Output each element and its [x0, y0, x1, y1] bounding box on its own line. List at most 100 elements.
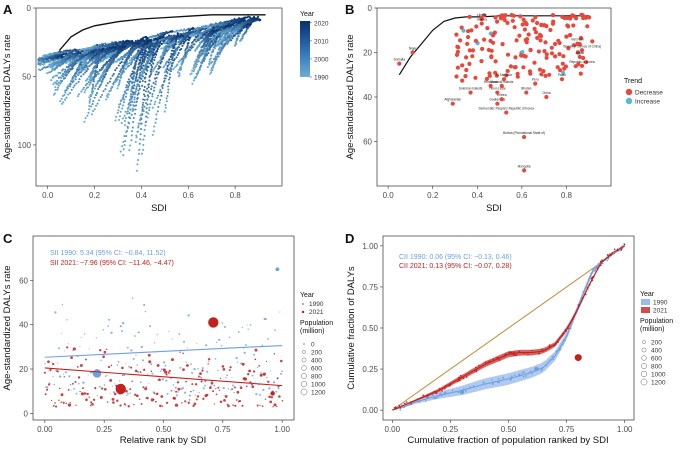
- panel-a-point: [128, 112, 131, 115]
- panel-b-labeled-point: [504, 110, 509, 115]
- panel-a-point: [219, 50, 222, 53]
- panel-a-point: [100, 57, 103, 60]
- panel-b-country-point: [458, 38, 463, 43]
- panel-a-point: [136, 130, 140, 133]
- panel-a-point: [154, 80, 157, 83]
- panel-a-point: [117, 46, 121, 49]
- panel-a-point: [111, 74, 114, 77]
- panel-a-point: [90, 105, 93, 108]
- panel-a-point: [61, 74, 64, 77]
- panel-a-point: [184, 34, 187, 37]
- panel-a-point: [79, 49, 82, 52]
- panel-a-point: [194, 49, 197, 53]
- panel-a-point: [219, 23, 222, 26]
- panel-b-country-point: [510, 18, 515, 23]
- panel-a-point: [83, 120, 86, 123]
- panel-a-point: [132, 121, 135, 124]
- panel-a-point: [111, 85, 114, 88]
- panel-a-point: [138, 148, 141, 151]
- panel-a-y-tick-label: 100: [18, 141, 32, 150]
- panel-a-point: [170, 64, 173, 67]
- panel-a-point: [37, 63, 40, 66]
- panel-a-point: [216, 31, 219, 34]
- panel-b-country-point: [549, 45, 554, 50]
- panel-b-country-point: [561, 54, 566, 59]
- panel-a-point: [114, 41, 117, 44]
- panel-b-country-point: [474, 24, 479, 29]
- panel-b-country-point: [560, 61, 565, 66]
- panel-a-point: [218, 42, 221, 45]
- panel-b-labeled-point: [468, 90, 473, 95]
- panel-a-point: [122, 96, 125, 99]
- panel-a-point: [62, 101, 65, 104]
- panel-a-point: [198, 41, 202, 44]
- panel-a-point: [92, 80, 96, 83]
- panel-a-point: [97, 46, 100, 49]
- panel-a-point: [141, 70, 144, 73]
- panel-a-point: [78, 58, 81, 61]
- panel-a-point: [81, 63, 84, 66]
- panel-a-point: [59, 58, 62, 61]
- panel-a-point: [190, 27, 193, 31]
- panel-a-point: [148, 106, 151, 109]
- panel-a-point: [93, 73, 96, 76]
- panel-a-point: [108, 80, 111, 83]
- panel-b-country-point: [558, 68, 563, 73]
- panel-a-point: [252, 19, 255, 22]
- panel-a-point: [76, 95, 80, 98]
- panel-a-point: [76, 73, 79, 76]
- panel-a-point: [216, 55, 219, 58]
- panel-a-point: [141, 84, 144, 87]
- panel-a-point: [151, 58, 154, 61]
- panel-a-point: [204, 41, 207, 44]
- panel-a-point: [152, 81, 155, 84]
- panel-a-point: [148, 109, 151, 112]
- panel-a-point: [234, 32, 237, 35]
- panel-a-point: [88, 75, 91, 78]
- panel-a-point: [156, 63, 159, 66]
- panel-a-point: [125, 129, 129, 132]
- panel-a-point: [115, 53, 118, 56]
- panel-b-labeled-point: [495, 101, 500, 106]
- panel-a-point: [71, 61, 74, 64]
- panel-a-point: [145, 107, 148, 110]
- panel-a-point: [40, 57, 43, 60]
- panel-a-point: [169, 46, 172, 49]
- panel-a-point: [173, 46, 176, 49]
- panel-b-country-point: [489, 55, 494, 60]
- panel-b-country-point: [495, 19, 500, 24]
- panel-a-point: [122, 154, 125, 157]
- panel-a-point: [140, 122, 143, 125]
- panel-a-point: [144, 90, 147, 93]
- panel-b-country-point: [505, 52, 511, 57]
- panel-a-point: [208, 48, 211, 51]
- panel-a-point: [104, 88, 107, 91]
- panel-b-country-point: [467, 48, 472, 53]
- panel-a-point: [193, 39, 196, 42]
- panel-a-point: [131, 82, 134, 85]
- panel-a-x-ticks: 0.0 0.2 0.4 0.6 0.8: [42, 186, 241, 200]
- panel-a-point: [63, 93, 66, 96]
- panel-a-point: [156, 73, 159, 76]
- panel-a-point: [98, 79, 101, 83]
- panel-b-country-point: [519, 53, 524, 58]
- panel-a-point: [103, 55, 106, 58]
- panel-a-point: [214, 55, 217, 58]
- panel-a-point: [121, 70, 125, 73]
- panel-a-point: [128, 80, 131, 83]
- panel-a-point: [60, 69, 64, 72]
- panel-a-point: [178, 29, 181, 32]
- panel-a-point: [104, 73, 107, 76]
- panel-a-point: [73, 74, 76, 77]
- panel-a-point: [134, 112, 137, 115]
- panel-a-point: [127, 103, 130, 106]
- panel-a-point: [165, 100, 168, 103]
- panel-a-point: [136, 69, 139, 72]
- panel-a-point: [92, 54, 95, 57]
- panel-a-point: [182, 57, 185, 60]
- panel-a-point: [139, 114, 142, 117]
- panel-a-point: [82, 73, 85, 76]
- panel-a-point: [98, 57, 101, 60]
